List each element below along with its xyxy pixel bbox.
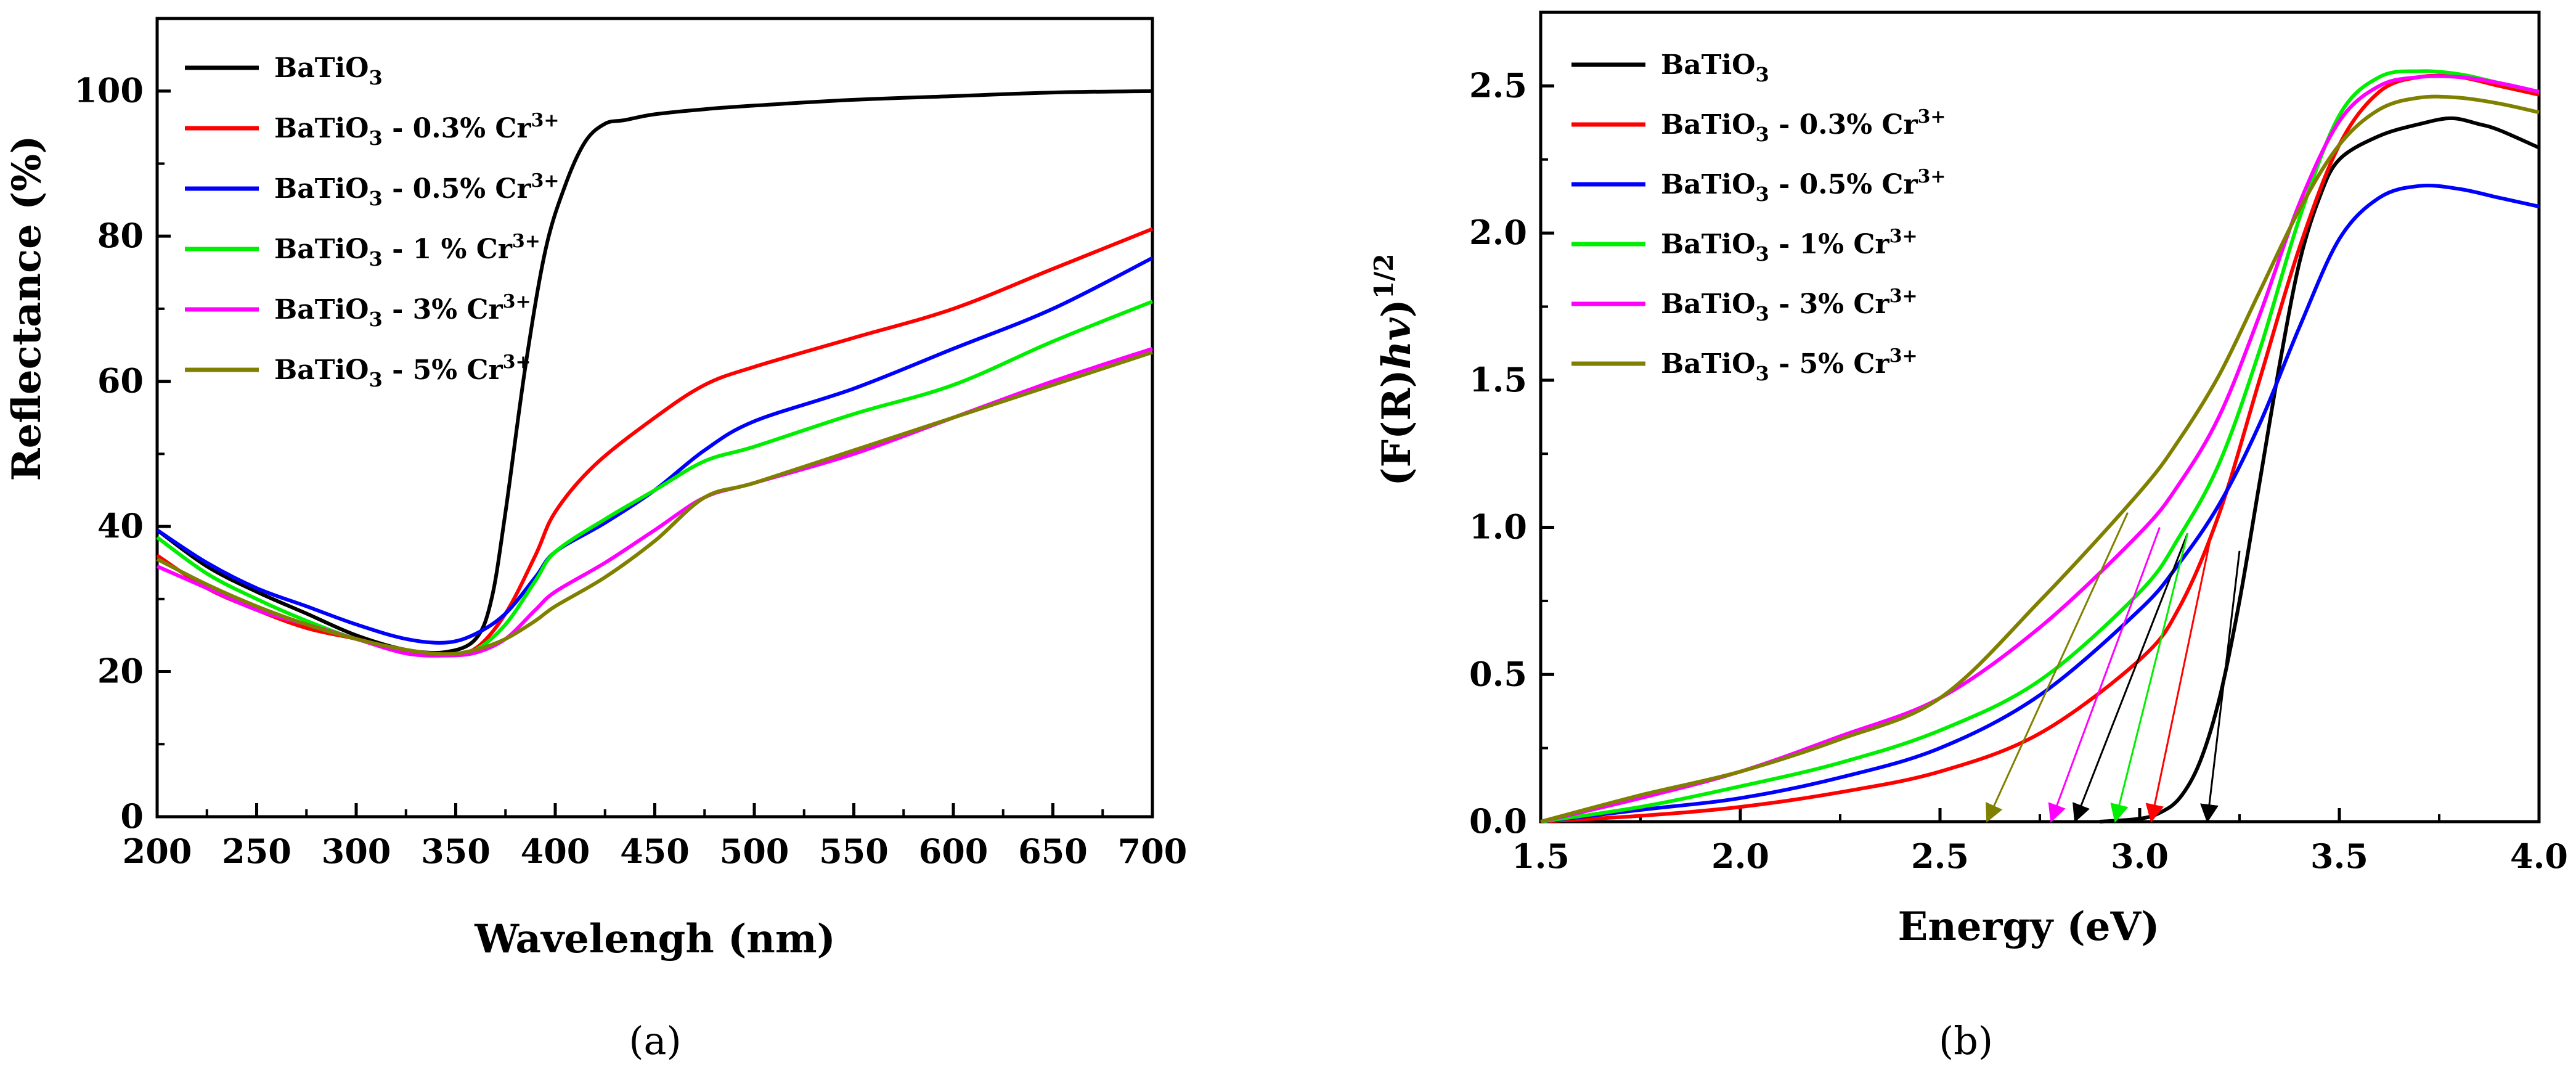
panel-b-xtick-label: 2.0 (1711, 836, 1769, 876)
panel-a-xtick-label: 650 (1018, 832, 1088, 871)
panel-a-legend-label-0: BaTiO3 (274, 52, 383, 89)
panel-b-ytick-label: 1.5 (1469, 360, 1527, 399)
panel-b-series-line-0 (2099, 116, 2540, 823)
panel-a-ylabel: Reflectance (%) (4, 135, 50, 481)
panel-a-xtick-label: 250 (222, 832, 291, 871)
panel-a-series-line-3 (156, 300, 1154, 657)
panel-a-series-line-0 (156, 89, 1153, 655)
panel-a-reflectance: Reflectance (%) Wavelengh (nm) (a) 200 25… (4, 17, 1188, 1063)
panel-a-ytick-label: 80 (97, 216, 144, 255)
panel-b-legend-label-3: BaTiO3 - 1% Cr3+ (1661, 226, 1918, 266)
panel-a-xlabel: Wavelengh (nm) (474, 916, 836, 962)
panel-b-ytick-label: 1.0 (1469, 507, 1527, 547)
panel-a-xtick-label: 400 (521, 832, 590, 871)
panel-b-ylabel-italic: hv (1374, 317, 1420, 370)
panel-b-legend-label-0: BaTiO3 (1661, 49, 1769, 86)
panel-a-ytick-label: 20 (97, 652, 144, 691)
panel-b-series-line-3 (1540, 69, 2540, 823)
panel-b-tangent-arrow-5 (1986, 512, 2129, 823)
panel-b-tangent-arrow-4 (2048, 527, 2161, 823)
panel-a-ytick-label: 0 (120, 796, 144, 836)
panel-a-legend-label-4: BaTiO3 - 3% Cr3+ (274, 291, 531, 331)
panel-b-legend-label-2: BaTiO3 - 0.5% Cr3+ (1661, 166, 1946, 206)
panel-a-xtick-label: 500 (720, 832, 789, 871)
panel-b-xtick-label: 1.5 (1512, 836, 1570, 876)
panel-a-xtick-label: 550 (819, 832, 889, 871)
panel-a-legend-label-1: BaTiO3 - 0.3% Cr3+ (274, 110, 560, 150)
panel-a-xtick-label: 600 (919, 832, 988, 871)
panel-b-ytick-label: 0.5 (1469, 654, 1527, 693)
panel-a-ytick-label: 100 (74, 71, 144, 110)
panel-b-ylabel-sup: 1/2 (1369, 253, 1399, 299)
panel-b-ytick-label: 0.0 (1469, 801, 1527, 841)
panel-b-label: (b) (1939, 1018, 1993, 1063)
panel-b-ytick-label: 2.0 (1469, 213, 1527, 252)
panel-b-tauc-plot: (F(R)hv)1/2 Energy (eV) (b) 1.5 2.0 2.5 3.0… (1369, 10, 2568, 1063)
panel-a-legend-label-5: BaTiO3 - 5% Cr3+ (274, 351, 531, 391)
panel-b-tangent-arrow-3 (2110, 533, 2189, 823)
panel-a-ytick-label: 60 (97, 361, 144, 401)
panel-a-series-line-1 (156, 227, 1154, 656)
panel-a-legend-label-2: BaTiO3 - 0.5% Cr3+ (274, 170, 560, 210)
panel-b-ylabel: (F(R)hv)1/2 (1369, 253, 1420, 486)
panel-a-legend-label-3: BaTiO3 - 1 % Cr3+ (274, 231, 540, 271)
panel-b-tangent-arrow-0 (2200, 550, 2241, 823)
panel-a-xtick-label: 200 (123, 832, 192, 871)
panel-b-tangent-arrow-2 (2073, 533, 2189, 823)
panel-b-xtick-label: 4.0 (2510, 836, 2568, 876)
panel-a-series-line-4 (156, 346, 1153, 658)
panel-b-legend-label-4: BaTiO3 - 3% Cr3+ (1661, 285, 1918, 325)
panel-b-xlabel: Energy (eV) (1898, 904, 2160, 950)
panel-a-label: (a) (629, 1018, 681, 1063)
panel-a-xtick-label: 700 (1118, 832, 1188, 871)
panel-a-xtick-label: 450 (620, 832, 690, 871)
panel-b-ytick-label: 2.5 (1469, 65, 1527, 105)
panel-b-ylabel-main: (F(R) (1374, 369, 1420, 486)
panel-b-legend-label-5: BaTiO3 - 5% Cr3+ (1661, 345, 1918, 385)
panel-b-series-line-2 (1540, 183, 2540, 823)
panel-a-xtick-label: 350 (421, 832, 491, 871)
panel-b-xtick-label: 2.5 (1911, 836, 1969, 876)
panel-b-ylabel-close: ) (1374, 299, 1420, 317)
panel-b-xtick-label: 3.5 (2310, 836, 2368, 876)
panel-b-series-line-5 (1540, 94, 2540, 823)
panel-a-series-line-5 (156, 350, 1153, 656)
panel-b-legend-label-1: BaTiO3 - 0.3% Cr3+ (1661, 106, 1946, 146)
panel-b-xtick-label: 3.0 (2111, 836, 2169, 876)
panel-a-ytick-label: 40 (97, 506, 144, 546)
panel-b-tangent-arrow-1 (2145, 533, 2213, 823)
panel-a-xtick-label: 300 (322, 832, 391, 871)
